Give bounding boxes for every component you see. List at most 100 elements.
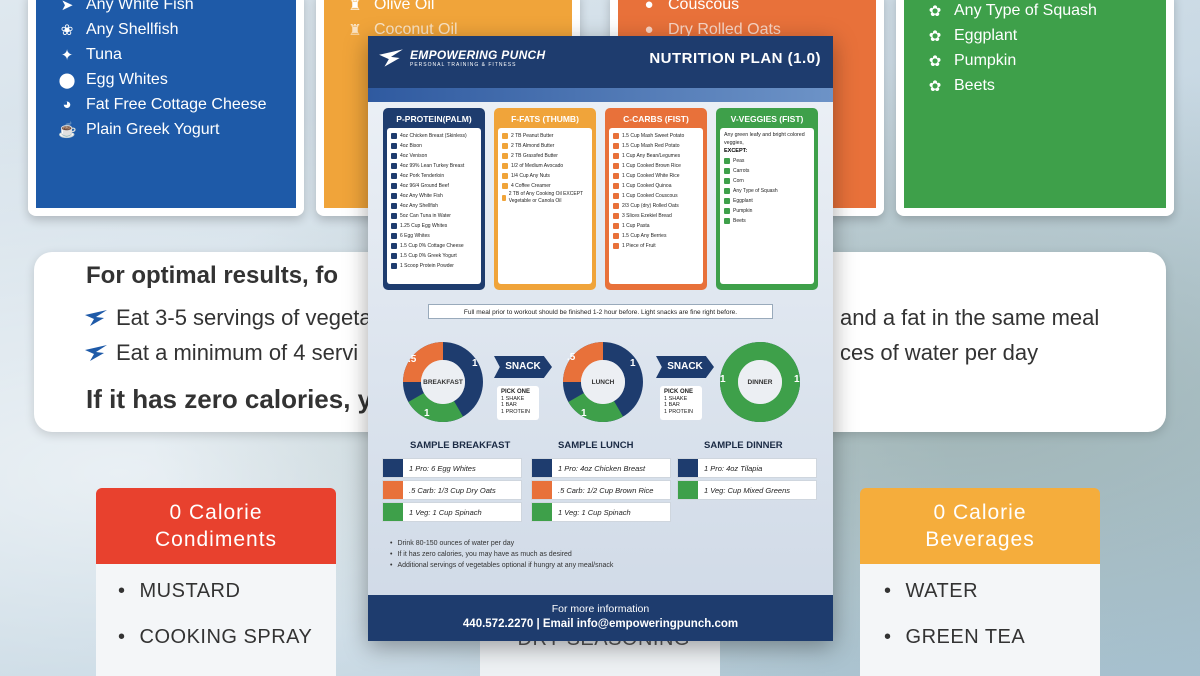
cup-icon: ☕ [58, 121, 77, 139]
food-icon [502, 153, 508, 159]
protein-card: ➤ Any White Fish ❀ Any Shellfish ✦ Tuna ⬤ Eg… [28, 0, 304, 216]
sample-breakfast-title: SAMPLE BREAKFAST [410, 440, 511, 451]
list-item: 1.5 Cup Mash Red Potato [613, 141, 699, 151]
list-item: 4oz Any White Fish [391, 191, 477, 201]
header-strip [368, 88, 833, 102]
list-item: 1 Cup Cooked Brown Rice [613, 161, 699, 171]
list-item: If it has zero calories, you may have as… [390, 549, 613, 560]
beet-icon: ✿ [928, 77, 942, 95]
footer-contact: 440.572.2270 | Email info@empoweringpunc… [462, 618, 739, 630]
list-item: ✿ Eggplant [926, 23, 1097, 48]
pumpkin-icon: ✿ [928, 52, 942, 70]
list-item: 1 Piece of Fruit [613, 241, 699, 251]
breakfast-label: BREAKFAST [421, 360, 465, 404]
punch-logo-icon [85, 310, 107, 326]
beverages-header: 0 Calorie Beverages [860, 488, 1100, 564]
egg-icon: ⬤ [58, 71, 76, 89]
food-icon [724, 178, 730, 184]
list-item: GREEN TEA [884, 626, 1025, 649]
list-item: 4 Coffee Creamer [502, 181, 588, 191]
protein-column: P-PROTEIN(PALM) 4oz Chicken Breast (Skinl… [383, 108, 485, 290]
list-item: WATER [884, 580, 978, 603]
column-list: Any green leafy and bright colored veggi… [720, 128, 814, 284]
food-icon [391, 173, 397, 179]
list-item: ☕ Plain Greek Yogurt [58, 120, 220, 139]
food-icon [502, 143, 508, 149]
list-item: 4oz Pork Tenderloin [391, 171, 477, 181]
plan-title: NUTRITION PLAN (1.0) [649, 50, 821, 67]
food-icon [724, 168, 730, 174]
column-title: V-VEGGIES (FIST) [730, 114, 804, 124]
snack-arrow: SNACK [494, 356, 552, 378]
condiments-header: 0 Calorie Condiments [96, 488, 336, 564]
list-item: 1.25 Cup Egg Whites [391, 221, 477, 231]
sample-lunch-title: SAMPLE LUNCH [558, 440, 634, 451]
food-icon [391, 253, 397, 259]
punch-logo-icon [379, 49, 403, 67]
carbs-column: C-CARBS (FIST) 1.5 Cup Mash Sweet Potato 1… [605, 108, 707, 290]
list-item: 2 TB Almond Butter [502, 141, 588, 151]
list-item: ✿ Pumpkin [926, 48, 1097, 73]
list-item: COOKING SPRAY [118, 626, 312, 649]
list-item: 6 Egg Whites [391, 231, 477, 241]
list-item: 4oz 99% Lean Turkey Breast [391, 161, 477, 171]
tip-row-continued: and a fat in the same meal [840, 305, 1100, 330]
portion-label: .5 [408, 354, 417, 365]
snack-options: PICK ONE 1 SHAKE 1 BAR 1 PROTEIN [660, 386, 702, 420]
list-item: Eggplant [724, 196, 810, 206]
food-icon [613, 173, 619, 179]
food-icon [502, 195, 506, 201]
list-item: 1 Cup Pasta [613, 221, 699, 231]
list-item: 1.5 Cup 0% Greek Yogurt [391, 251, 477, 261]
food-icon [613, 193, 619, 199]
portion-label: 1 [720, 374, 726, 385]
portion-label: 1 [581, 408, 587, 419]
list-item: ♜ Olive Oil [346, 0, 458, 17]
workout-note: Full meal prior to workout should be fin… [428, 304, 773, 319]
sample-row: 1 Pro: 4oz Tilapia [677, 458, 817, 478]
column-title: P-PROTEIN(PALM) [396, 114, 472, 124]
list-item: ✿ Beets [926, 73, 1097, 98]
food-icon [391, 183, 397, 189]
food-icon [724, 158, 730, 164]
food-icon [391, 203, 397, 209]
food-icon [502, 133, 508, 139]
list-item: 2 TB Peanut Butter [502, 131, 588, 141]
dinner-label: DINNER [738, 360, 782, 404]
sample-row: 1 Pro: 4oz Chicken Breast [531, 458, 671, 478]
sample-row: 1 Veg: Cup Mixed Greens [677, 480, 817, 500]
list-item: 1/4 Cup Any Nuts [502, 171, 588, 181]
list-item: MUSTARD [118, 580, 240, 603]
food-icon [391, 133, 397, 139]
food-icon [613, 213, 619, 219]
column-list: 4oz Chicken Breast (Skinless) 4oz Bison 4o… [387, 128, 481, 284]
eggplant-icon: ✿ [928, 27, 942, 45]
portion-label: 1 [472, 358, 478, 369]
tip-row: Eat a minimum of 4 servi [84, 340, 358, 366]
list-item: ♜ Coconut Oil [346, 17, 457, 42]
portion-label: 1 [630, 358, 636, 369]
food-icon [391, 193, 397, 199]
list-item: 5oz Can Tuna in Water [391, 211, 477, 221]
column-list: 1.5 Cup Mash Sweet Potato 1.5 Cup Mash Re… [609, 128, 703, 284]
list-item: Drink 80-150 ounces of water per day [390, 538, 613, 549]
list-item: Pumpkin [724, 206, 810, 216]
list-item: ● Couscous [640, 0, 781, 17]
snack-options: PICK ONE 1 SHAKE 1 BAR 1 PROTEIN [497, 386, 539, 420]
list-item: Beets [724, 216, 810, 226]
veg-intro: Any green leafy and bright colored veggi… [724, 132, 805, 146]
brand: EMPOWERING PUNCH PERSONAL TRAINING & FITN… [378, 48, 545, 68]
results-heading: For optimal results, fo [86, 262, 339, 289]
list-item: ✦ Tuna [58, 42, 267, 67]
document-header [368, 36, 833, 88]
food-icon [613, 163, 619, 169]
fats-column: F-FATS (THUMB) 2 TB Peanut Butter 2 TB Alm… [494, 108, 596, 290]
column-list: 2 TB Peanut Butter 2 TB Almond Butter 2 TB… [498, 128, 592, 284]
portion-label: .5 [567, 352, 576, 363]
portion-label: 1 [424, 408, 430, 419]
couscous-icon: ● [644, 0, 654, 13]
food-icon [724, 218, 730, 224]
sample-row: 1 Veg: 1 Cup Spinach [382, 502, 522, 522]
sample-dinner-title: SAMPLE DINNER [704, 440, 783, 451]
list-item: 1 Cup Cooked Couscous [613, 191, 699, 201]
